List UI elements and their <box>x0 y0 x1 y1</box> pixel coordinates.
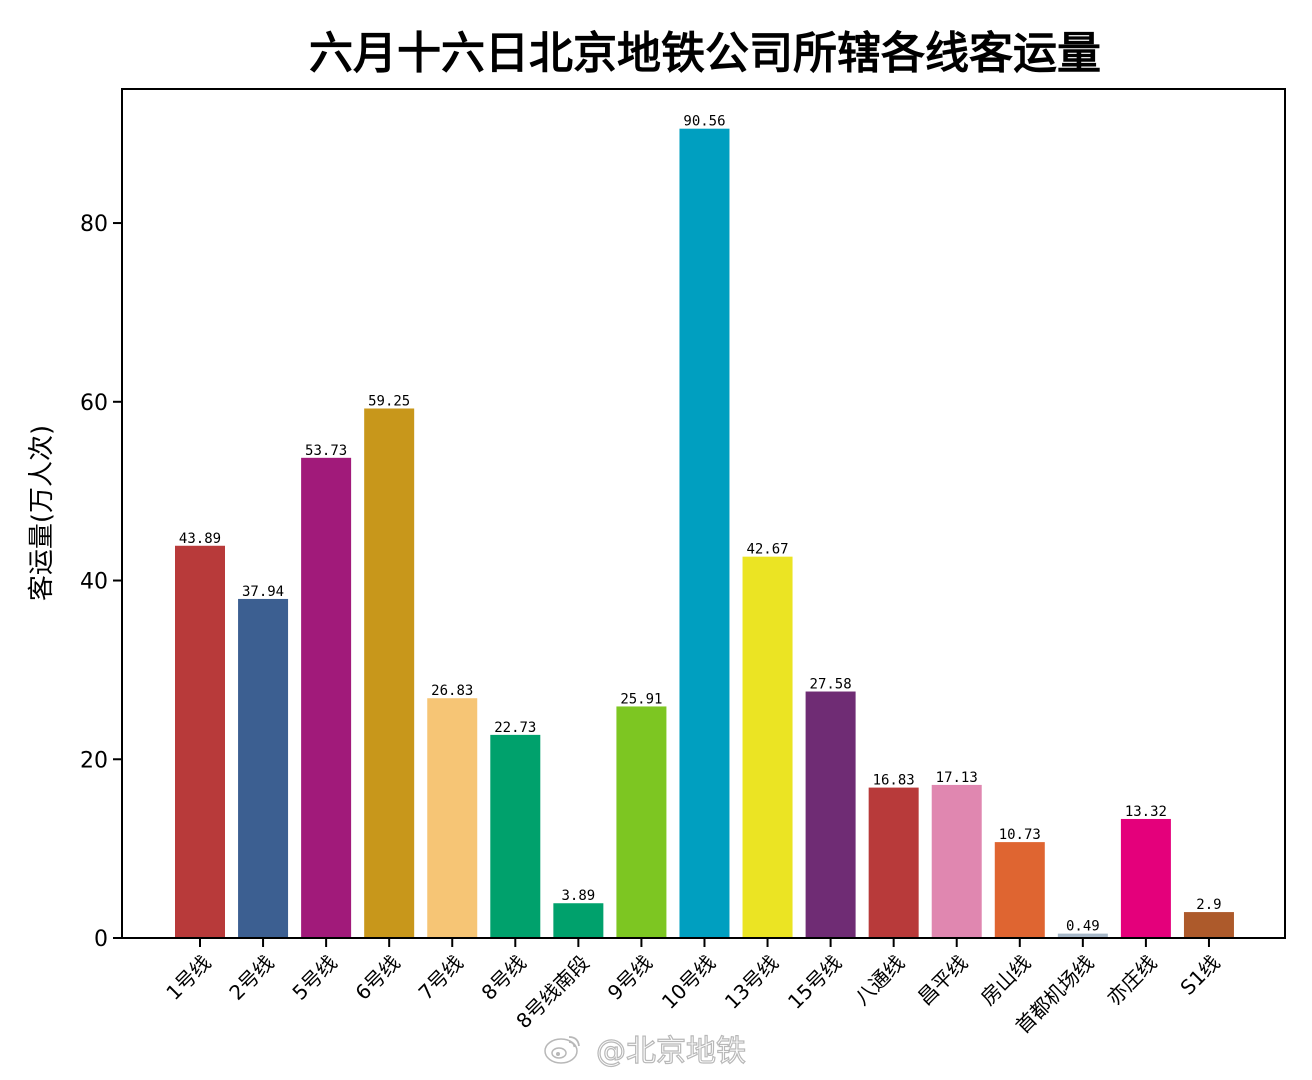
bar-1 <box>238 598 289 938</box>
x-tick-label-0: 1号线 <box>161 951 215 1005</box>
value-label-4: 26.83 <box>431 683 473 699</box>
bar-11 <box>868 787 919 938</box>
value-label-3: 59.25 <box>368 393 410 409</box>
value-label-16: 2.9 <box>1196 897 1221 913</box>
x-tick-label-1: 2号线 <box>224 951 278 1005</box>
chart-title: 六月十六日北京地铁公司所辖各线客运量 <box>309 28 1101 79</box>
y-tick-label-0: 0 <box>94 927 108 952</box>
bar-0 <box>175 545 225 938</box>
x-tick-label-9: 13号线 <box>720 951 783 1014</box>
y-tick-label-3: 60 <box>80 391 108 416</box>
value-label-5: 22.73 <box>494 720 536 736</box>
x-tick-label-16: S1线 <box>1175 951 1224 1000</box>
x-tick-label-15: 亦庄线 <box>1102 951 1161 1010</box>
x-tick-label-7: 9号线 <box>603 951 657 1005</box>
bar-2 <box>301 457 352 938</box>
watermark-text: @北京地铁 <box>596 1034 746 1069</box>
weibo-icon <box>544 1036 580 1064</box>
value-label-2: 53.73 <box>305 443 347 459</box>
value-label-10: 27.58 <box>810 677 852 693</box>
bar-16 <box>1183 912 1234 938</box>
bar-5 <box>490 734 541 938</box>
x-tick-label-2: 5号线 <box>287 951 341 1005</box>
bar-6 <box>553 903 604 938</box>
bars-layer <box>175 128 1234 938</box>
x-tick-label-11: 八通线 <box>850 951 909 1010</box>
y-tick-label-4: 80 <box>80 212 108 237</box>
value-label-8: 90.56 <box>683 114 725 130</box>
bar-14 <box>1057 933 1108 938</box>
x-tick-label-8: 10号线 <box>657 951 720 1014</box>
x-tick-label-5: 8号线 <box>477 951 531 1005</box>
bar-9 <box>742 556 793 938</box>
x-tick-label-12: 昌平线 <box>913 951 972 1010</box>
y-axis-ticks: 0 20 40 60 80 <box>80 212 122 952</box>
bar-4 <box>427 698 478 938</box>
value-label-11: 16.83 <box>873 773 915 789</box>
value-label-12: 17.13 <box>936 770 978 786</box>
bar-10 <box>805 691 856 938</box>
bar-13 <box>994 842 1045 938</box>
bar-12 <box>931 784 982 938</box>
value-label-15: 13.32 <box>1125 804 1167 820</box>
x-tick-label-10: 15号线 <box>783 951 846 1014</box>
bar-7 <box>616 706 667 938</box>
value-label-6: 3.89 <box>562 888 596 904</box>
x-tick-label-13: 房山线 <box>976 951 1035 1010</box>
x-tick-label-4: 7号线 <box>414 951 468 1005</box>
value-label-9: 42.67 <box>746 542 788 558</box>
value-label-13: 10.73 <box>999 827 1041 843</box>
bar-15 <box>1120 818 1171 938</box>
value-label-0: 43.89 <box>179 531 221 547</box>
value-label-1: 37.94 <box>242 584 284 600</box>
value-labels-layer: 43.89 37.94 53.73 59.25 26.83 22.73 3.89 25.91 9… <box>179 114 1222 935</box>
value-label-14: 0.49 <box>1066 919 1100 935</box>
y-tick-label-1: 20 <box>80 748 108 773</box>
y-tick-label-2: 40 <box>80 570 108 595</box>
bar-8 <box>679 128 730 938</box>
bar-3 <box>364 408 415 938</box>
x-tick-label-3: 6号线 <box>350 951 404 1005</box>
y-axis-label: 客运量(万人次) <box>27 425 57 601</box>
watermark: @北京地铁 <box>544 1033 747 1070</box>
value-label-7: 25.91 <box>620 691 662 707</box>
